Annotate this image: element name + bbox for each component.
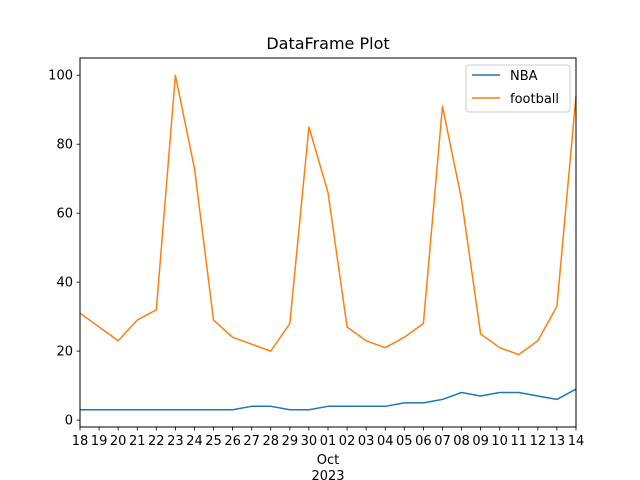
legend-label-football: football: [510, 92, 559, 107]
series-line-nba: [80, 388, 577, 411]
x-tick-label: 13: [549, 434, 566, 449]
x-tick-label: 25: [205, 434, 222, 449]
x-tick-label: 06: [415, 434, 432, 449]
x-tick-label: 14: [568, 434, 585, 449]
x-tick-label: 24: [186, 434, 203, 449]
x-tick-label: 30: [301, 434, 318, 449]
x-tick-label: 19: [91, 434, 108, 449]
x-tick-label: 01: [320, 434, 337, 449]
x-tick-label: 07: [434, 434, 451, 449]
x-tick-label: 18: [72, 434, 89, 449]
y-tick-label: 60: [56, 207, 73, 222]
x-tick-label: 21: [129, 434, 146, 449]
y-tick-label: 100: [48, 69, 73, 84]
legend-label-nba: NBA: [510, 69, 538, 84]
x-tick-label: 10: [491, 434, 508, 449]
legend-box: [465, 64, 571, 113]
x-tick-label: 23: [167, 434, 184, 449]
x-tick-label: 03: [358, 434, 375, 449]
x-tick-label: 29: [282, 434, 299, 449]
x-tick-label: 08: [453, 434, 470, 449]
y-axis: 0 20 40 60 80 100: [48, 69, 80, 429]
series-line-football: [79, 74, 577, 356]
x-tick-label: 05: [396, 434, 413, 449]
y-tick-label: 80: [56, 138, 73, 153]
x-axis: 18 19 20 21 22 23 24 25 26 27 28 29 30 01 02 03 04 05 06 07…: [72, 427, 585, 449]
y-tick-label: 0: [65, 414, 73, 429]
x-tick-label: 28: [262, 434, 279, 449]
x-tick-label: 27: [243, 434, 260, 449]
series-layer: [79, 74, 577, 411]
x-tick-label: 26: [224, 434, 241, 449]
x-axis-year-label: 2023: [311, 469, 344, 480]
x-axis-month-label: Oct: [317, 453, 339, 468]
x-tick-label: 20: [110, 434, 127, 449]
chart-title: DataFrame Plot: [266, 34, 389, 53]
x-tick-label: 11: [510, 434, 527, 449]
x-tick-label: 04: [377, 434, 394, 449]
legend: NBA football: [465, 64, 571, 113]
y-tick-label: 40: [56, 276, 73, 291]
x-tick-label: 02: [339, 434, 356, 449]
x-tick-label: 12: [530, 434, 547, 449]
y-tick-label: 20: [56, 345, 73, 360]
x-tick-label: 09: [472, 434, 489, 449]
x-tick-label: 22: [148, 434, 165, 449]
